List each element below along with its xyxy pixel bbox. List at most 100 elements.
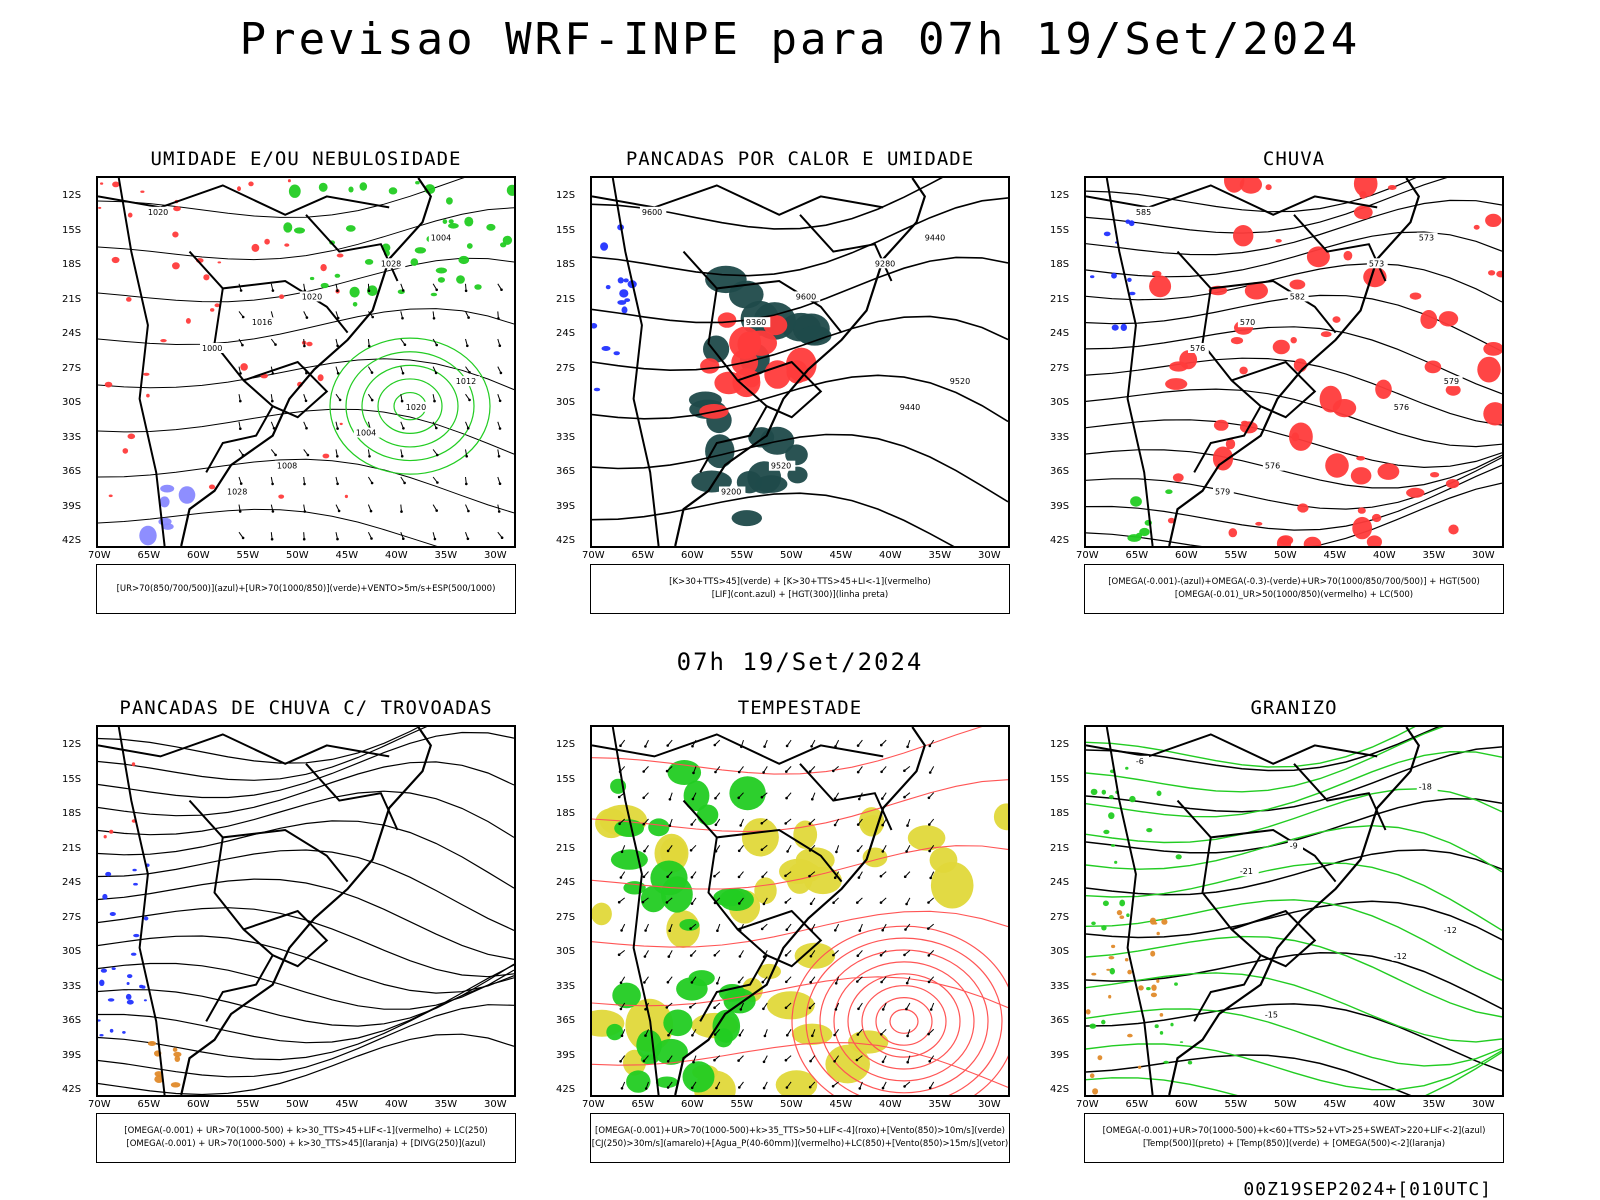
legend-line: [CJ(250)>30m/s](amarelo)+[Agua_P(40-60mm… — [591, 1139, 1009, 1149]
lat-label: 39S — [1050, 500, 1070, 512]
lat-label: 36S — [556, 466, 576, 477]
lat-label: 42S — [556, 535, 576, 546]
lat-label: 39S — [556, 1049, 576, 1061]
contour-label: 9600 — [642, 208, 662, 217]
lon-label: 45W — [1323, 550, 1347, 561]
contour-label: 9520 — [771, 462, 791, 471]
lat-label: 27S — [556, 362, 576, 374]
contour-label: 576 — [1190, 344, 1205, 353]
lat-label: 21S — [62, 293, 82, 305]
lat-label: 24S — [1050, 877, 1070, 888]
contour-label: 9600 — [796, 292, 816, 301]
map-frame: -6 -9 -12 -15 -18 -21 -12 — [1084, 725, 1504, 1097]
weather-map: 585 582 579 576 573 570 576 579 573 576 — [1086, 178, 1502, 546]
lon-label: 40W — [879, 1099, 902, 1110]
lat-label: 21S — [62, 842, 82, 854]
panel-umidade: UMIDADE E/OU NEBULOSIDADE 1020 1020 1012 10… — [62, 148, 516, 618]
lon-label: 60W — [1175, 550, 1198, 561]
lat-label: 15S — [556, 224, 576, 236]
contour-label: 9440 — [925, 234, 945, 243]
lat-label: 42S — [62, 535, 82, 546]
lon-label: 55W — [1224, 550, 1248, 561]
lat-label: 36S — [62, 1015, 82, 1026]
lat-label: 21S — [556, 293, 576, 305]
panel-title: PANCADAS DE CHUVA C/ TROVOADAS — [119, 697, 493, 719]
contour-label: 585 — [1136, 208, 1151, 217]
footer-run-id: 00Z19SEP2024+[010UTC] — [1243, 1179, 1492, 1200]
legend-line: [OMEGA(-0.01)_UR>50(1000/850)(vermelho) … — [1174, 590, 1414, 600]
contour-label: 9280 — [875, 259, 895, 268]
lon-label: 70W — [88, 550, 111, 561]
lon-label: 45W — [335, 1099, 359, 1110]
lon-label: 35W — [928, 1099, 952, 1110]
lon-label: 30W — [978, 1099, 1001, 1110]
lat-label: 39S — [62, 1049, 82, 1061]
weather-map: 1020 1020 1012 1008 1004 1016 1020 1028 1028 1000… — [98, 178, 514, 546]
legend-line: [OMEGA(-0.001) + UR>70(1000-500) + k>30_… — [124, 1126, 488, 1136]
lat-label: 42S — [1050, 535, 1070, 546]
legend-line: [K>30+TTS>45](verde) + [K>30+TTS>45+LI<-… — [669, 577, 931, 587]
weather-map: 9600 9600 9520 9520 9440 9360 9440 9200 9280 — [592, 178, 1008, 546]
lon-label: 55W — [730, 1099, 754, 1110]
lat-label: 12S — [62, 739, 82, 750]
mid-title: 07h 19/Set/2024 — [676, 648, 924, 676]
contour-label: 1008 — [277, 462, 297, 471]
lon-label: 45W — [829, 1099, 853, 1110]
lat-label: 24S — [556, 877, 576, 888]
lat-label: 15S — [62, 773, 82, 785]
contour-label: -12 — [1444, 926, 1457, 935]
contour-label: 1020 — [148, 208, 168, 217]
lon-label: 55W — [1224, 1099, 1248, 1110]
lon-label: 40W — [879, 550, 902, 561]
lon-label: 30W — [1472, 1099, 1495, 1110]
lon-label: 40W — [385, 1099, 408, 1110]
lon-label: 35W — [928, 550, 952, 561]
lon-label: 70W — [1076, 550, 1099, 561]
lon-label: 45W — [1323, 1099, 1347, 1110]
contour-label: 9360 — [746, 318, 766, 327]
weather-map — [98, 727, 514, 1095]
lat-label: 12S — [556, 190, 576, 201]
lat-label: 33S — [62, 431, 82, 443]
lon-label: 50W — [286, 550, 309, 561]
lat-label: 27S — [1050, 911, 1070, 923]
lat-label: 36S — [62, 466, 82, 477]
weather-map — [592, 727, 1008, 1095]
lon-label: 40W — [1373, 1099, 1396, 1110]
legend-line: [LIF](cont.azul) + [HGT(300)](linha pret… — [711, 590, 889, 600]
contour-label: -6 — [1136, 757, 1144, 766]
contour-label: -15 — [1265, 1011, 1278, 1020]
lon-label: 35W — [1422, 550, 1446, 561]
lon-label: 50W — [286, 1099, 309, 1110]
lat-label: 15S — [62, 224, 82, 236]
lat-label: 21S — [1050, 293, 1070, 305]
contour-label: 1028 — [227, 488, 247, 497]
main-title: Previsao WRF-INPE para 07h 19/Set/2024 — [239, 14, 1361, 65]
contour-label: 573 — [1419, 234, 1434, 243]
contour-label: -9 — [1290, 841, 1298, 850]
panel-trovoadas: PANCADAS DE CHUVA C/ TROVOADAS [OMEGA(-0… — [62, 697, 516, 1167]
legend-line: [OMEGA(-0.001)+UR>70(1000-500)+k<60+TTS>… — [1102, 1126, 1486, 1136]
lat-label: 18S — [62, 259, 82, 270]
lon-label: 40W — [1373, 550, 1396, 561]
lat-label: 27S — [62, 911, 82, 923]
lat-label: 39S — [62, 500, 82, 512]
lon-label: 70W — [582, 550, 605, 561]
lon-label: 60W — [681, 550, 704, 561]
panel-legend: [UR>70(850/700/500)](azul)+[UR>70(1000/8… — [96, 564, 516, 614]
legend-line: [UR>70(850/700/500)](azul)+[UR>70(1000/8… — [116, 583, 496, 594]
legend-line: [OMEGA(-0.001) + UR>70(1000-500) + k>30_… — [126, 1139, 486, 1149]
lat-label: 24S — [62, 328, 82, 339]
contour-label: -21 — [1240, 867, 1253, 876]
lon-label: 65W — [631, 1099, 655, 1110]
lat-label: 42S — [1050, 1084, 1070, 1095]
lon-label: 45W — [829, 550, 853, 561]
legend-line: [OMEGA(-0.001)+UR>70(1000-500)+k>35_TTS>… — [595, 1126, 1005, 1136]
lat-label: 27S — [556, 911, 576, 923]
contour-label: -18 — [1419, 783, 1432, 792]
lon-label: 45W — [335, 550, 359, 561]
lon-label: 30W — [484, 550, 507, 561]
panel-title: GRANIZO — [1250, 697, 1338, 719]
lon-label: 65W — [137, 550, 161, 561]
contour-label: 573 — [1369, 259, 1384, 268]
